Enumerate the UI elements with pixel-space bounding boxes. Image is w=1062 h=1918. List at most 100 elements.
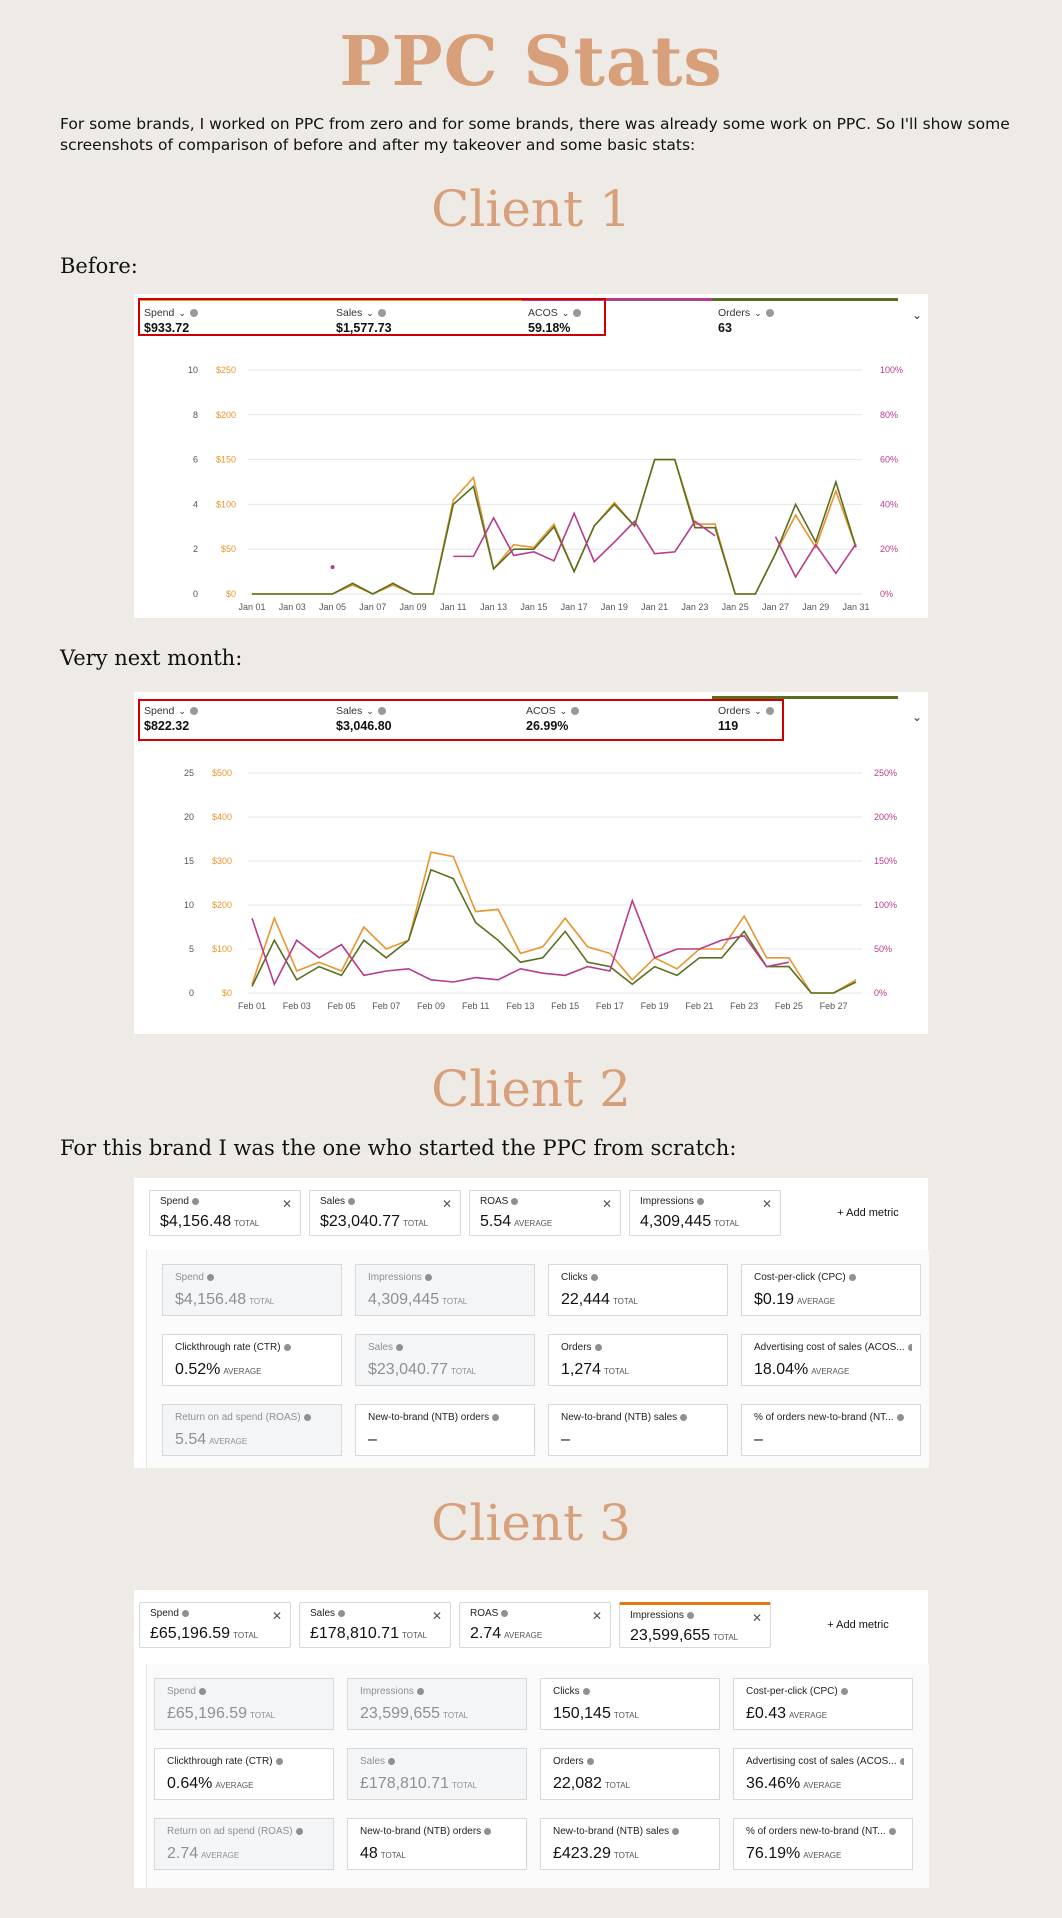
chevron-down-icon[interactable]: ⌄ — [754, 706, 762, 716]
metric-cell[interactable]: Clicks 150,145 TOTAL — [540, 1678, 720, 1730]
info-icon — [338, 1609, 346, 1617]
metric-cell[interactable]: Orders 1,274 TOTAL — [548, 1334, 728, 1386]
tile-label: Spend — [144, 307, 175, 319]
close-icon[interactable]: ✕ — [271, 1609, 282, 1623]
metric-cell[interactable]: Impressions 23,599,655 TOTAL — [347, 1678, 527, 1730]
metric-cell[interactable]: Orders 22,082 TOTAL — [540, 1748, 720, 1800]
close-icon[interactable]: ✕ — [601, 1197, 612, 1211]
info-icon — [680, 1413, 688, 1421]
info-icon — [840, 1687, 848, 1695]
metric-name: Sales — [368, 1342, 526, 1353]
metric-cell[interactable]: New-to-brand (NTB) sales £423.29 TOTAL — [540, 1818, 720, 1870]
chevron-down-icon[interactable]: ⌄ — [911, 710, 922, 724]
metric-tile-sales[interactable]: Sales $23,040.77 TOTAL ✕ — [309, 1190, 461, 1236]
tile-sales[interactable]: Sales ⌄ $3,046.80 — [330, 696, 520, 736]
metric-cell[interactable]: Spend £65,196.59 TOTAL — [154, 1678, 334, 1730]
info-icon — [586, 1757, 594, 1765]
info-icon — [511, 1197, 519, 1205]
highlight-box — [138, 699, 784, 741]
close-icon[interactable]: ✕ — [761, 1197, 772, 1211]
chevron-down-icon[interactable]: ⌄ — [559, 706, 568, 716]
chevron-down-icon[interactable]: ⌄ — [561, 308, 570, 318]
metric-cell[interactable]: New-to-brand (NTB) orders – — [355, 1404, 535, 1456]
metric-tile-spend[interactable]: Spend $4,156.48 TOTAL ✕ — [149, 1190, 301, 1236]
metric-cell[interactable]: Advertising cost of sales (ACOS... 36.46%… — [733, 1748, 913, 1800]
chevron-down-icon[interactable]: ⌄ — [366, 308, 374, 318]
tile-acos[interactable]: ACOS ⌄ 26.99% — [520, 696, 712, 736]
chevron-down-icon[interactable]: ⌄ — [911, 308, 922, 322]
y-tick-label: $400 — [212, 812, 232, 822]
metric-value: £0.43 AVERAGE — [746, 1705, 828, 1722]
metric-cell[interactable]: Spend $4,156.48 TOTAL — [162, 1264, 342, 1316]
info-icon — [501, 1609, 509, 1617]
metric-cell[interactable]: Cost-per-click (CPC) $0.19 AVERAGE — [741, 1264, 921, 1316]
info-icon — [191, 1197, 199, 1205]
metric-cell[interactable]: Return on ad spend (ROAS) 5.54 AVERAGE — [162, 1404, 342, 1456]
chevron-down-icon[interactable]: ⌄ — [366, 706, 374, 716]
x-tick-label: Jan 07 — [359, 602, 386, 612]
tile-label: Spend — [144, 705, 175, 717]
metric-cell[interactable]: Clickthrough rate (CTR) 0.64% AVERAGE — [154, 1748, 334, 1800]
close-icon[interactable]: ✕ — [281, 1197, 292, 1211]
y-tick-label: 100% — [880, 365, 903, 375]
metric-value: 0.64% AVERAGE — [167, 1775, 254, 1792]
metric-tile-impressions[interactable]: Impressions 23,599,655 TOTAL ✕ — [619, 1602, 771, 1648]
metric-cell[interactable]: Cost-per-click (CPC) £0.43 AVERAGE — [733, 1678, 913, 1730]
line-chart: 0 $0 0% 5 $100 50% 10 $200 100% 15 $300 150% 20 $400 2… — [184, 768, 897, 1011]
metric-cell[interactable]: New-to-brand (NTB) orders 48 TOTAL — [347, 1818, 527, 1870]
metric-name: Cost-per-click (CPC) — [754, 1272, 912, 1283]
y-tick-label: 40% — [880, 499, 898, 509]
close-icon[interactable]: ✕ — [591, 1609, 602, 1623]
y-tick-label: $0 — [226, 589, 236, 599]
chart-before-panel: Spend ⌄ $933.72 Sales ⌄ $1,577.73 ACOS ⌄ 59… — [134, 294, 928, 618]
tile-orders[interactable]: Orders ⌄ 63 — [712, 298, 898, 338]
x-tick-label: Jan 09 — [400, 602, 427, 612]
metric-cell[interactable]: Clicks 22,444 TOTAL — [548, 1264, 728, 1316]
metric-value: 0.52% AVERAGE — [175, 1361, 262, 1378]
tile-spend[interactable]: Spend ⌄ $822.32 — [138, 696, 330, 736]
metric-tile-spend[interactable]: Spend £65,196.59 TOTAL ✕ — [139, 1602, 291, 1648]
client-2-label: For this brand I was the one who started… — [60, 1136, 737, 1160]
info-icon — [686, 1611, 694, 1619]
metric-cell[interactable]: Clickthrough rate (CTR) 0.52% AVERAGE — [162, 1334, 342, 1386]
metric-cell[interactable]: Advertising cost of sales (ACOS... 18.04%… — [741, 1334, 921, 1386]
chevron-down-icon[interactable]: ⌄ — [754, 308, 762, 318]
info-icon — [206, 1273, 214, 1281]
x-tick-label: Feb 21 — [685, 1001, 713, 1011]
close-icon[interactable]: ✕ — [751, 1611, 762, 1625]
metric-value: £178,810.71 TOTAL — [310, 1625, 428, 1642]
metric-name: New-to-brand (NTB) sales — [561, 1412, 719, 1423]
add-metric-button[interactable]: + Add metric — [827, 1619, 889, 1631]
metric-cell[interactable]: Sales $23,040.77 TOTAL — [355, 1334, 535, 1386]
x-tick-label: Jan 13 — [480, 602, 507, 612]
x-tick-label: Jan 17 — [561, 602, 588, 612]
metric-cell[interactable]: % of orders new-to-brand (NT... 76.19% AVE… — [733, 1818, 913, 1870]
x-tick-label: Feb 15 — [551, 1001, 579, 1011]
metric-tile-sales[interactable]: Sales £178,810.71 TOTAL ✕ — [299, 1602, 451, 1648]
metric-cell[interactable]: Return on ad spend (ROAS) 2.74 AVERAGE — [154, 1818, 334, 1870]
intro-text: For some brands, I worked on PPC from ze… — [60, 115, 1010, 154]
add-metric-button[interactable]: + Add metric — [837, 1207, 899, 1219]
metric-cell[interactable]: Sales £178,810.71 TOTAL — [347, 1748, 527, 1800]
metric-cell[interactable]: Impressions 4,309,445 TOTAL — [355, 1264, 535, 1316]
x-tick-label: Jan 19 — [601, 602, 628, 612]
tile-orders[interactable]: Orders ⌄ 119 — [712, 696, 898, 736]
x-tick-label: Jan 01 — [238, 602, 265, 612]
metric-tile-roas[interactable]: ROAS 5.54 AVERAGE ✕ — [469, 1190, 621, 1236]
x-tick-label: Jan 21 — [641, 602, 668, 612]
metric-name: Spend — [150, 1608, 189, 1619]
tile-label: Sales — [336, 705, 363, 717]
metric-cell[interactable]: % of orders new-to-brand (NT... – — [741, 1404, 921, 1456]
metric-value: 4,309,445 TOTAL — [368, 1291, 468, 1308]
tile-acos[interactable]: ACOS ⌄ 59.18% — [522, 298, 712, 338]
x-tick-label: Feb 01 — [238, 1001, 266, 1011]
chevron-down-icon[interactable]: ⌄ — [178, 706, 186, 716]
chevron-down-icon[interactable]: ⌄ — [178, 308, 186, 318]
close-icon[interactable]: ✕ — [441, 1197, 452, 1211]
metric-tile-roas[interactable]: ROAS 2.74 AVERAGE ✕ — [459, 1602, 611, 1648]
tile-value: 63 — [718, 321, 732, 335]
metric-cell[interactable]: New-to-brand (NTB) sales – — [548, 1404, 728, 1456]
info-icon — [484, 1827, 492, 1835]
close-icon[interactable]: ✕ — [431, 1609, 442, 1623]
metric-tile-impressions[interactable]: Impressions 4,309,445 TOTAL ✕ — [629, 1190, 781, 1236]
